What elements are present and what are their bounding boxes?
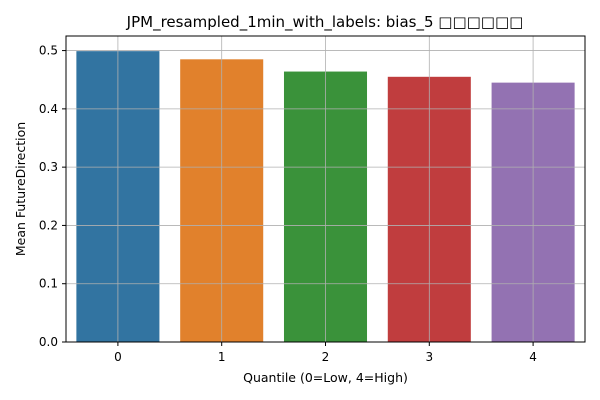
y-axis-label: Mean FutureDirection bbox=[13, 122, 28, 256]
grid-lines bbox=[66, 36, 585, 343]
y-tick-label-3: 0.3 bbox=[39, 160, 58, 174]
y-tick-label-5: 0.5 bbox=[39, 44, 58, 58]
tick-labels: 0.0 0.1 0.2 0.3 0.4 0.5 0 1 2 3 4 bbox=[39, 44, 537, 364]
x-tick-label-2: 2 bbox=[322, 350, 330, 364]
x-axis-label: Quantile (0=Low, 4=High) bbox=[243, 370, 408, 385]
y-tick-label-1: 0.1 bbox=[39, 277, 58, 291]
x-tick-label-3: 3 bbox=[425, 350, 433, 364]
y-tick-label-2: 0.2 bbox=[39, 218, 58, 232]
x-tick-label-0: 0 bbox=[114, 350, 122, 364]
x-tick-label-1: 1 bbox=[218, 350, 226, 364]
y-tick-label-0: 0.0 bbox=[39, 335, 58, 349]
y-tick-label-4: 0.4 bbox=[39, 102, 58, 116]
chart-title: JPM_resampled_1min_with_labels: bias_5 □… bbox=[126, 13, 524, 32]
x-tick-label-4: 4 bbox=[529, 350, 537, 364]
axes bbox=[62, 35, 586, 346]
